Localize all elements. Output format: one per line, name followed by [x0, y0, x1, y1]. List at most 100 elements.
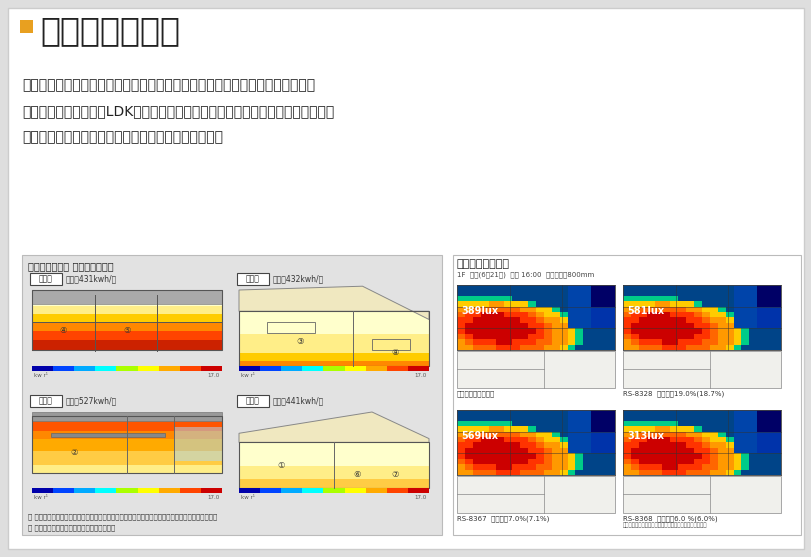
Bar: [238, 475, 428, 477]
Bar: [693, 312, 702, 318]
Bar: [590, 296, 599, 302]
Bar: [757, 442, 765, 448]
Bar: [480, 470, 488, 476]
Bar: [457, 290, 465, 296]
Bar: [646, 312, 654, 318]
Bar: [709, 470, 718, 476]
Bar: [543, 334, 551, 340]
Bar: [504, 339, 513, 345]
Bar: [725, 432, 733, 438]
Bar: [527, 432, 536, 438]
Bar: [543, 410, 551, 416]
Bar: [32, 436, 221, 439]
Bar: [504, 334, 513, 340]
Bar: [551, 410, 560, 416]
Bar: [496, 307, 504, 312]
Bar: [504, 328, 513, 334]
Bar: [520, 470, 528, 476]
Bar: [630, 334, 638, 340]
Bar: [717, 339, 725, 345]
Bar: [480, 317, 488, 324]
Bar: [543, 312, 551, 318]
Bar: [520, 410, 528, 416]
Bar: [646, 317, 654, 324]
Bar: [749, 285, 757, 291]
Bar: [575, 453, 583, 459]
Bar: [32, 314, 221, 317]
Bar: [496, 432, 504, 438]
Bar: [480, 345, 488, 350]
Text: ⑥: ⑥: [353, 470, 360, 479]
Bar: [740, 345, 749, 350]
Bar: [638, 328, 646, 334]
Text: ②: ②: [70, 448, 78, 457]
Bar: [702, 426, 710, 432]
Bar: [551, 328, 560, 334]
Bar: [496, 317, 504, 324]
Bar: [551, 345, 560, 350]
Bar: [740, 312, 749, 318]
Bar: [757, 296, 765, 302]
Bar: [607, 339, 615, 345]
Bar: [740, 328, 749, 334]
Bar: [740, 464, 749, 470]
Bar: [365, 366, 386, 371]
Bar: [472, 437, 481, 443]
Bar: [238, 355, 428, 358]
Bar: [238, 366, 260, 371]
Bar: [717, 334, 725, 340]
Bar: [757, 416, 765, 421]
Bar: [607, 290, 615, 296]
Bar: [488, 421, 496, 427]
Bar: [32, 467, 221, 471]
Bar: [638, 432, 646, 438]
Bar: [520, 416, 528, 421]
Bar: [607, 432, 615, 438]
Bar: [630, 437, 638, 443]
Bar: [677, 416, 686, 421]
Bar: [520, 317, 528, 324]
Bar: [512, 432, 520, 438]
Bar: [465, 312, 473, 318]
Bar: [630, 339, 638, 345]
Bar: [535, 416, 543, 421]
Bar: [472, 459, 481, 465]
Bar: [582, 323, 591, 329]
Bar: [575, 296, 583, 302]
Bar: [725, 296, 733, 302]
Bar: [512, 339, 520, 345]
Bar: [622, 285, 631, 291]
Bar: [238, 452, 428, 455]
Text: 17.0: 17.0: [208, 373, 220, 378]
Bar: [693, 301, 702, 307]
Bar: [677, 317, 686, 324]
Bar: [732, 416, 741, 421]
Bar: [32, 325, 221, 329]
Bar: [520, 421, 528, 427]
Bar: [757, 301, 765, 307]
Bar: [582, 448, 591, 454]
Bar: [677, 437, 686, 443]
Bar: [527, 307, 536, 312]
Bar: [590, 416, 599, 421]
Bar: [472, 301, 481, 307]
Bar: [323, 488, 344, 493]
Bar: [582, 334, 591, 340]
Bar: [662, 453, 670, 459]
Bar: [559, 301, 568, 307]
Bar: [457, 437, 465, 443]
Bar: [559, 290, 568, 296]
Text: いるかを確認し、より適切な状態になるように改善。: いるかを確認し、より適切な状態になるように改善。: [22, 130, 223, 144]
Bar: [732, 307, 741, 312]
Bar: [582, 285, 591, 291]
Bar: [559, 442, 568, 448]
Bar: [32, 302, 221, 306]
Bar: [559, 464, 568, 470]
Bar: [717, 323, 725, 329]
Bar: [646, 464, 654, 470]
Bar: [575, 416, 583, 421]
Bar: [685, 345, 693, 350]
Bar: [590, 285, 599, 291]
Bar: [472, 448, 481, 454]
Bar: [465, 426, 473, 432]
